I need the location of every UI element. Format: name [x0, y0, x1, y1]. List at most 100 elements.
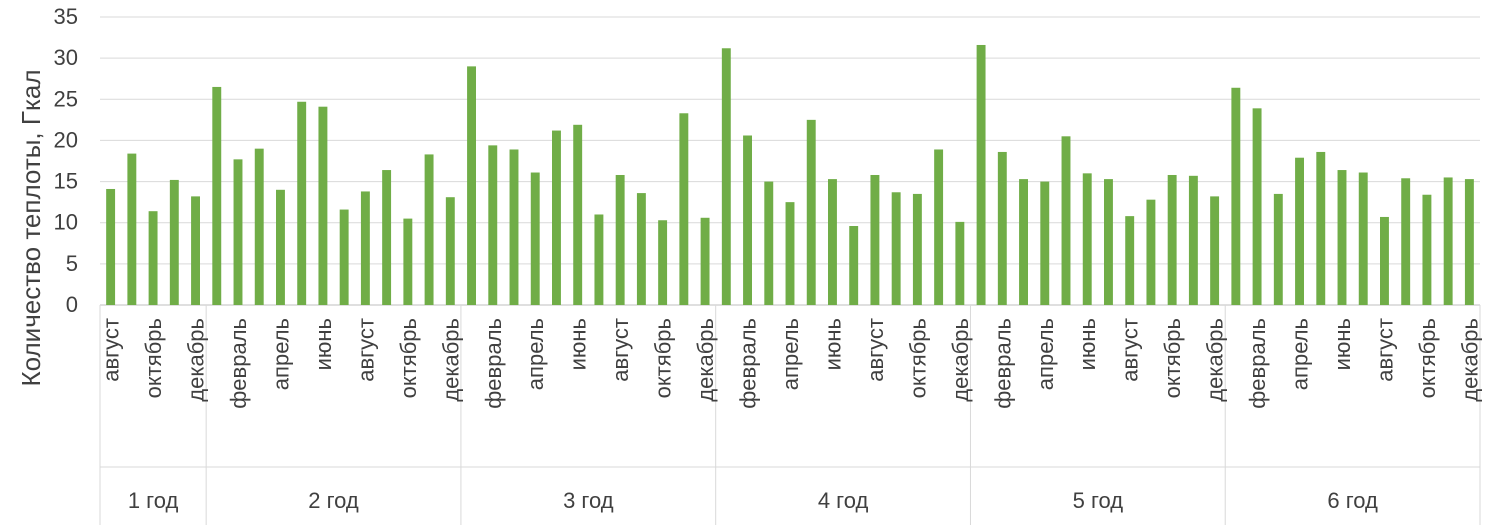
- x-tick-label: декабрь: [1457, 318, 1482, 402]
- x-tick-label: декабрь: [184, 318, 209, 402]
- bar: [636, 193, 646, 305]
- bar: [509, 149, 519, 305]
- bar: [445, 197, 455, 305]
- bar: [233, 159, 243, 305]
- y-tick-label: 20: [54, 127, 78, 152]
- bar: [1082, 173, 1092, 305]
- x-tick-label: декабрь: [693, 318, 718, 402]
- x-tick-label: октябрь: [651, 318, 676, 398]
- x-tick-label: август: [99, 318, 124, 382]
- x-tick-label: август: [863, 318, 888, 382]
- x-tick-label: апрель: [1288, 318, 1313, 390]
- group-label: 4 год: [818, 488, 869, 513]
- bar: [870, 174, 880, 305]
- y-tick-label: 5: [66, 251, 78, 276]
- y-tick-label: 10: [54, 210, 78, 235]
- bar: [1125, 216, 1135, 305]
- x-tick-label: октябрь: [1415, 318, 1440, 398]
- bar: [1019, 179, 1028, 305]
- bar: [1443, 177, 1453, 305]
- y-tick-label: 35: [54, 4, 78, 29]
- x-tick-label: август: [1372, 318, 1397, 382]
- bar: [1231, 87, 1241, 305]
- x-tick-label: октябрь: [905, 318, 930, 398]
- bar: [339, 209, 349, 305]
- bar: [318, 106, 328, 305]
- bar: [976, 44, 986, 305]
- bar: [191, 196, 200, 305]
- x-tick-label: июнь: [820, 318, 845, 370]
- bar: [467, 66, 476, 305]
- bar: [912, 193, 922, 305]
- bar: [594, 214, 604, 305]
- bar: [488, 145, 498, 305]
- x-tick-label: август: [608, 318, 633, 382]
- y-tick-label: 25: [54, 86, 78, 111]
- bar: [424, 154, 434, 305]
- x-tick-label: февраль: [226, 318, 251, 409]
- bar: [806, 119, 816, 305]
- bar: [403, 218, 413, 305]
- y-axis-label: Количество теплоты, Гкал: [16, 69, 46, 386]
- bar: [552, 130, 561, 305]
- x-tick-label: август: [353, 318, 378, 382]
- bar: [1252, 108, 1262, 305]
- bar: [148, 211, 158, 305]
- bar: [573, 124, 583, 306]
- x-tick-label: декабрь: [948, 318, 973, 402]
- x-tick-label: октябрь: [1160, 318, 1185, 398]
- bar: [276, 189, 285, 305]
- bar: [828, 179, 837, 305]
- bar: [955, 221, 965, 305]
- group-label: 5 год: [1073, 488, 1124, 513]
- bar: [743, 135, 752, 305]
- bar: [1210, 196, 1220, 305]
- x-tick-label: август: [1118, 318, 1143, 382]
- x-tick-label: февраль: [481, 318, 506, 409]
- y-tick-label: 30: [54, 45, 78, 70]
- bar: [169, 179, 179, 305]
- x-tick-label: декабрь: [438, 318, 463, 402]
- bar: [360, 191, 370, 305]
- x-tick-label: июнь: [566, 318, 591, 370]
- x-tick-label: октябрь: [141, 318, 166, 398]
- group-label: 2 год: [308, 488, 359, 513]
- x-tick-label: февраль: [736, 318, 761, 409]
- bar: [1188, 175, 1198, 305]
- bar: [1295, 157, 1304, 305]
- bar: [127, 153, 137, 305]
- bar: [1380, 216, 1389, 305]
- bars: [106, 44, 1474, 306]
- bar: [297, 101, 307, 305]
- group-label: 1 год: [128, 488, 179, 513]
- bar: [721, 48, 731, 306]
- bar: [1146, 199, 1156, 305]
- bar: [1061, 136, 1071, 305]
- bar: [1273, 193, 1283, 305]
- bar: [382, 170, 392, 305]
- bar: [700, 217, 710, 305]
- x-tick-label: декабрь: [1203, 318, 1228, 402]
- bar: [1040, 181, 1050, 305]
- y-tick-label: 0: [66, 292, 78, 317]
- bar: [530, 172, 540, 305]
- bar: [891, 192, 901, 305]
- bar: [764, 181, 774, 305]
- group-label: 6 год: [1327, 488, 1378, 513]
- x-tick-label: июнь: [311, 318, 336, 370]
- bar: [1104, 179, 1113, 305]
- bar: [212, 86, 222, 305]
- x-tick-label: апрель: [268, 318, 293, 390]
- bar: [1464, 179, 1474, 305]
- x-axis: август октябрь декабрь февраль апрель июнь авг…: [99, 305, 1482, 525]
- bar: [934, 149, 944, 305]
- bar: [658, 220, 668, 305]
- x-tick-label: октябрь: [396, 318, 421, 398]
- x-tick-label: апрель: [778, 318, 803, 390]
- x-tick-label: февраль: [1245, 318, 1270, 409]
- x-tick-label: июнь: [1075, 318, 1100, 370]
- bar: [849, 226, 859, 305]
- bar: [1167, 174, 1177, 305]
- bar: [1401, 178, 1411, 305]
- bar: [679, 113, 689, 305]
